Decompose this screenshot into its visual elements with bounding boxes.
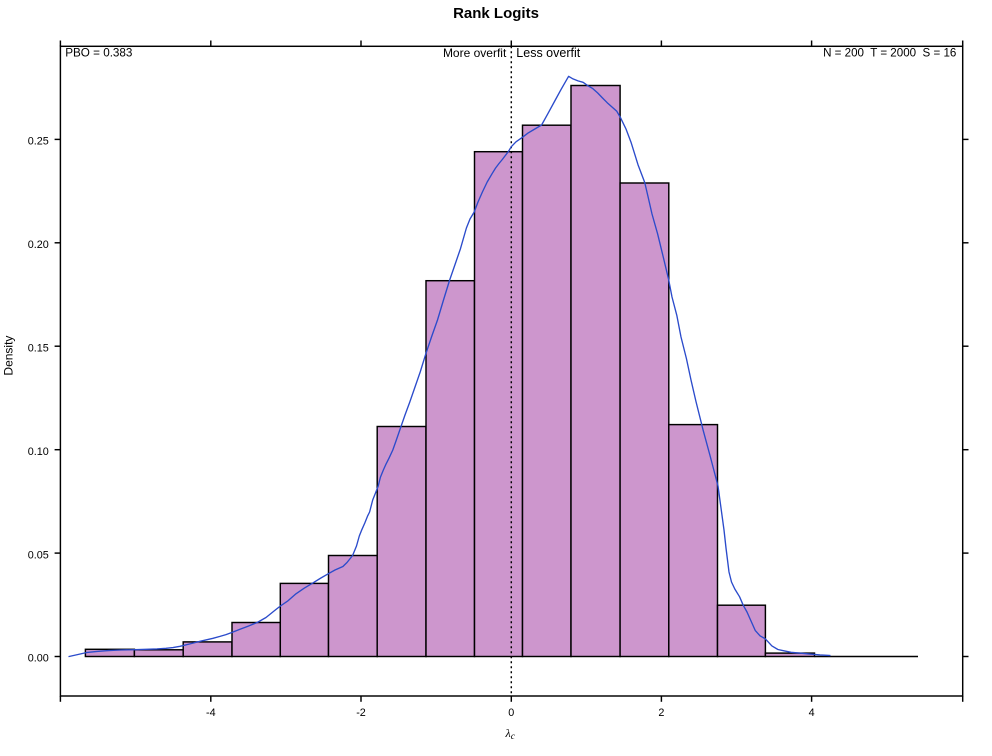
svg-text:-4: -4	[206, 707, 216, 719]
svg-text:-2: -2	[356, 707, 366, 719]
svg-text:0.00: 0.00	[28, 653, 49, 665]
svg-text:0.15: 0.15	[28, 342, 49, 354]
svg-text:0.10: 0.10	[28, 446, 49, 458]
svg-text:Density: Density	[2, 336, 16, 376]
svg-text:PBO = 0.383: PBO = 0.383	[65, 47, 132, 60]
svg-text:0: 0	[508, 707, 514, 719]
svg-text:Rank Logits: Rank Logits	[453, 5, 539, 22]
svg-text:More overfit: More overfit	[443, 46, 507, 60]
svg-text:0.05: 0.05	[28, 549, 49, 561]
svg-text:4: 4	[809, 707, 815, 719]
svg-text:λc: λc	[505, 726, 516, 742]
svg-text:2: 2	[658, 707, 664, 719]
svg-text:0.20: 0.20	[28, 239, 49, 251]
svg-text:Less overfit: Less overfit	[516, 46, 580, 60]
svg-text:0.25: 0.25	[28, 136, 49, 148]
svg-text:N = 200 T = 2000 S = 16: N = 200 T = 2000 S = 16	[823, 47, 956, 60]
